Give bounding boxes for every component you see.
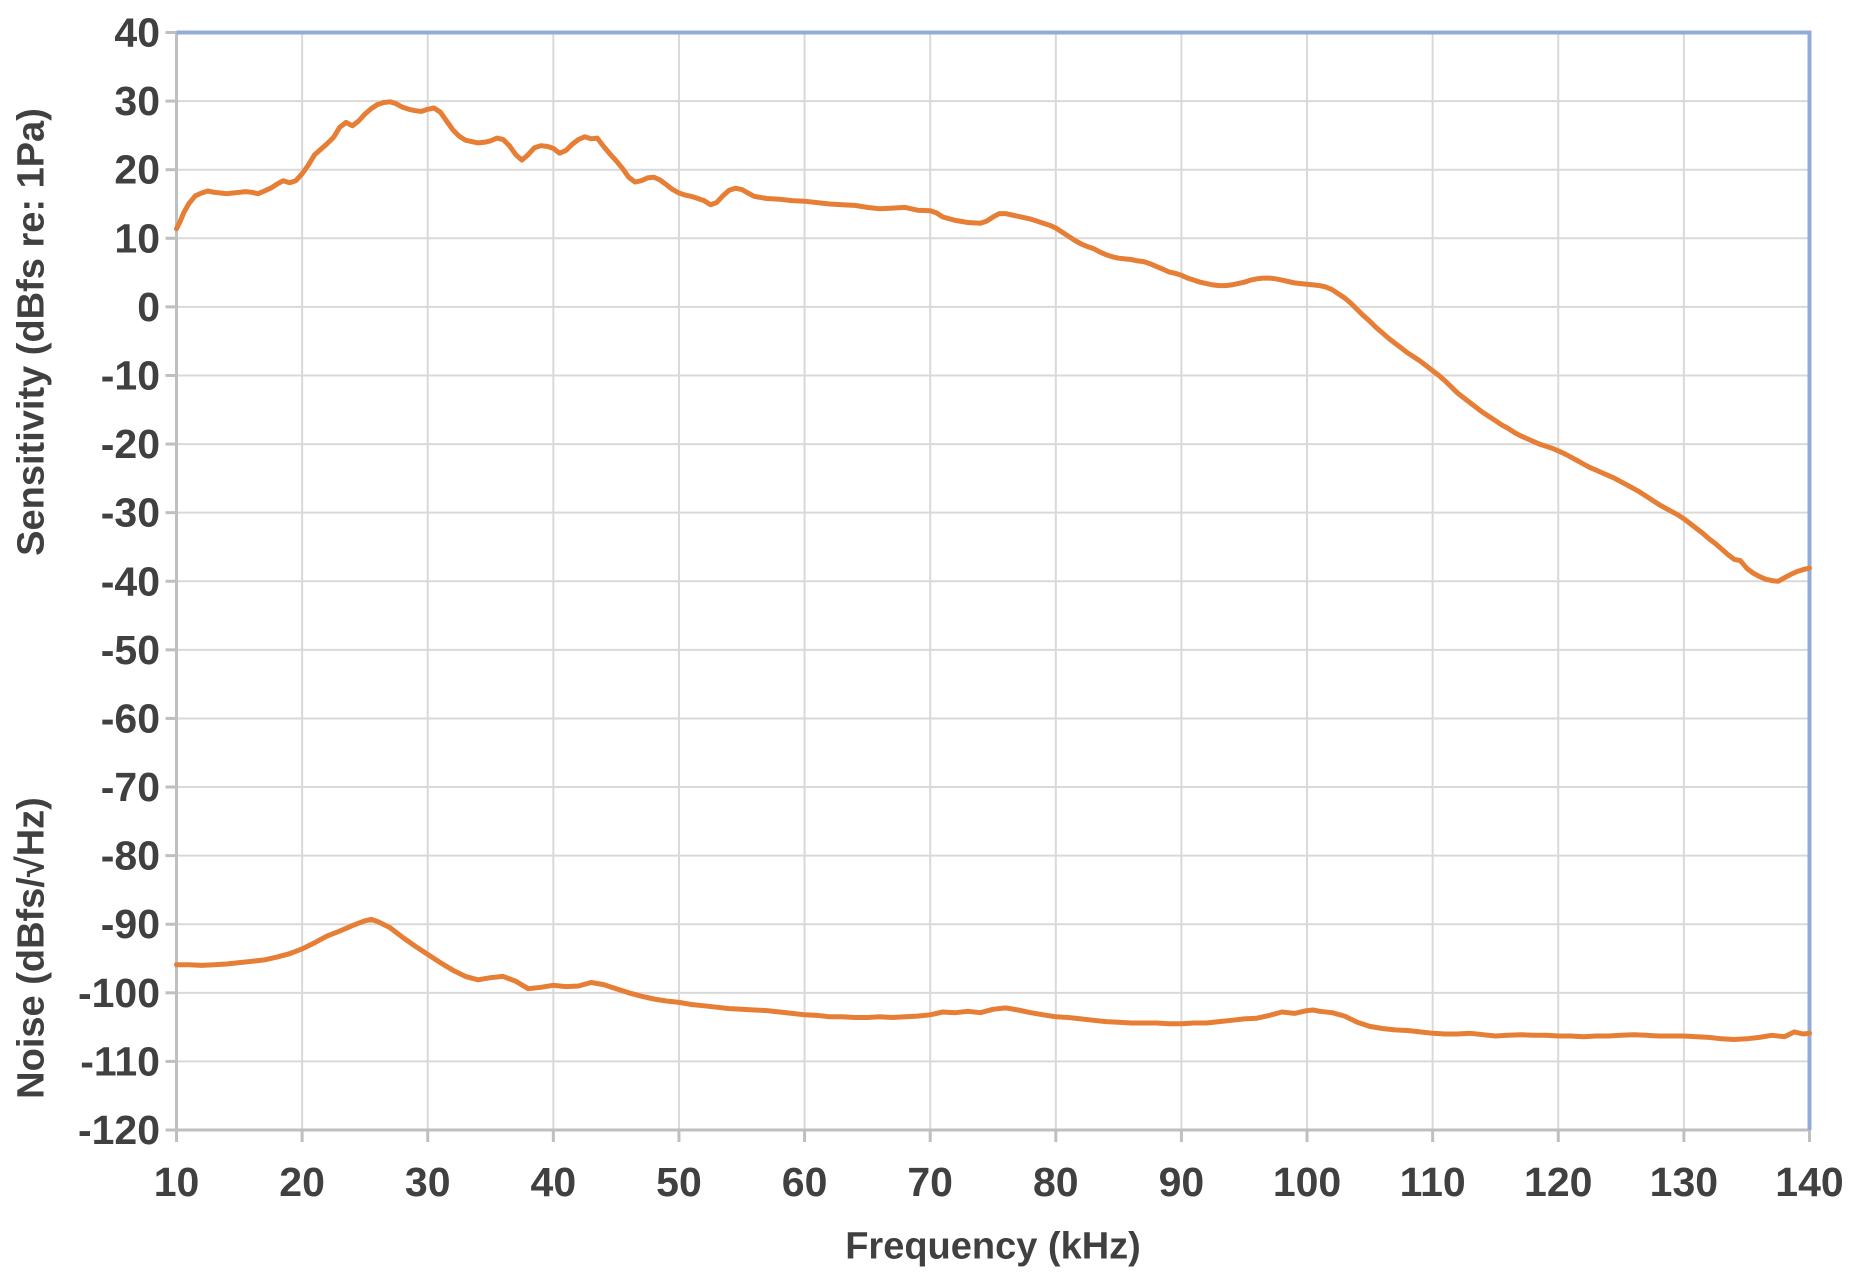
x-tick-label: 130 [1650, 1159, 1718, 1205]
y-tick-label: 30 [114, 78, 160, 124]
x-tick-label: 140 [1775, 1159, 1843, 1205]
y-tick-label: -10 [101, 352, 160, 398]
sensitivity-curve [174, 99, 1812, 584]
x-axis-title: Frequency (kHz) [845, 1225, 1141, 1268]
y-tick-label: -30 [101, 490, 160, 536]
x-tick-label: 40 [531, 1159, 577, 1205]
x-tick-label: 120 [1524, 1159, 1592, 1205]
y-tick-label: -60 [101, 695, 160, 741]
x-tick-label: 10 [154, 1159, 200, 1205]
y-axis-title-noise: Noise (dBfs/√Hz) [10, 797, 53, 1099]
x-tick-label: 50 [656, 1159, 702, 1205]
y-tick-label: -90 [101, 901, 160, 947]
x-tick-label: 60 [782, 1159, 828, 1205]
y-tick-label: -100 [78, 970, 160, 1016]
y-tick-label: 40 [114, 10, 160, 56]
y-tick-label: 10 [114, 215, 160, 261]
x-tick-label: 100 [1273, 1159, 1341, 1205]
x-tick-label: 80 [1033, 1159, 1079, 1205]
y-tick-label: -120 [78, 1107, 160, 1153]
y-axis-title-sensitivity: Sensitivity (dBfs re: 1Pa) [10, 108, 53, 556]
x-tick-label: 30 [405, 1159, 451, 1205]
x-tick-label: 90 [1159, 1159, 1205, 1205]
y-tick-label: -70 [101, 764, 160, 810]
x-tick-label: 20 [279, 1159, 325, 1205]
y-tick-label: 20 [114, 147, 160, 193]
y-tick-label: -40 [101, 558, 160, 604]
x-tick-label: 70 [907, 1159, 953, 1205]
y-tick-label: 0 [137, 284, 160, 330]
y-tick-label: -110 [80, 1038, 160, 1084]
x-tick-label: 110 [1400, 1159, 1466, 1205]
y-tick-label: -80 [101, 833, 160, 879]
y-tick-label: -20 [101, 421, 160, 467]
noise-curve [174, 916, 1812, 1042]
y-tick-label: -50 [101, 627, 160, 673]
